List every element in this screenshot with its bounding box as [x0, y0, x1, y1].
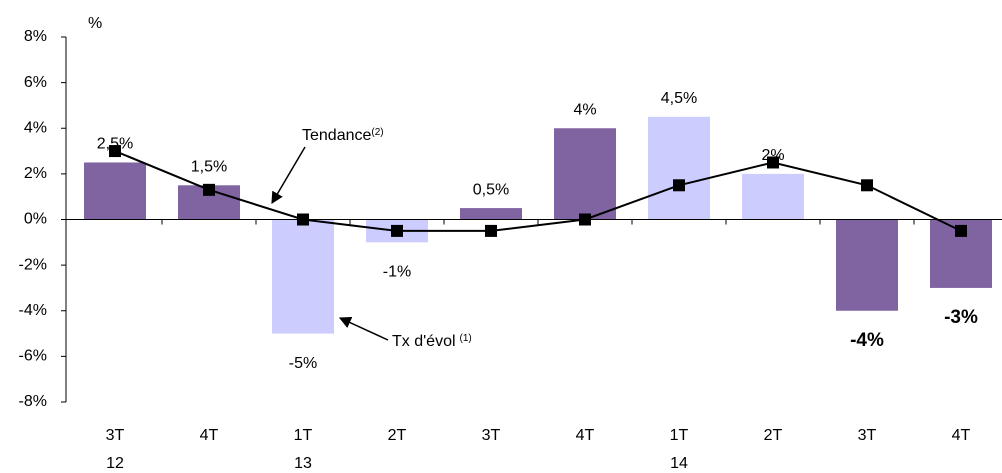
value-label: -3%	[944, 307, 978, 328]
value-label: 2,5%	[97, 136, 133, 153]
trend-marker	[861, 179, 873, 192]
trend-marker	[485, 224, 497, 237]
value-label: -4%	[850, 330, 884, 351]
y-tick-label: -8%	[19, 393, 47, 410]
x-tick-label: 2T	[388, 427, 407, 444]
x-tick-label: 3T	[482, 427, 501, 444]
y-tick-label: -4%	[19, 302, 47, 319]
x-tick-label: 2T	[764, 427, 783, 444]
trend-marker	[673, 179, 685, 192]
annotation: Tendance(2)	[302, 127, 384, 145]
annotation-sup: (1)	[460, 333, 472, 344]
y-tick-label: 6%	[24, 74, 47, 91]
annotation-text: Tx d'évol	[392, 333, 456, 350]
x-tick-label: 3T	[106, 427, 125, 444]
bar	[554, 128, 616, 220]
x-sublabel: 13	[294, 455, 312, 472]
trend-marker	[579, 213, 591, 226]
annotation-arrow	[271, 146, 306, 205]
bar	[648, 116, 710, 220]
trend-marker	[391, 224, 403, 237]
value-label: 0,5%	[473, 181, 509, 198]
value-label: 4%	[573, 101, 596, 118]
value-label: 4,5%	[661, 90, 697, 107]
trend-marker	[203, 183, 215, 196]
bar	[460, 208, 522, 220]
x-sublabel: 12	[106, 455, 124, 472]
x-sublabel: 14	[670, 455, 688, 472]
value-label: -5%	[289, 355, 317, 372]
bar	[84, 162, 146, 220]
trend-marker	[955, 224, 967, 237]
bar	[836, 219, 898, 311]
x-tick-label: 1T	[294, 427, 313, 444]
trend-marker	[109, 145, 121, 158]
value-label: 1,5%	[191, 159, 227, 176]
y-tick-label: -2%	[19, 256, 47, 273]
annotation: Tx d'évol (1)	[392, 333, 472, 351]
y-tick-label: -6%	[19, 348, 47, 365]
y-tick-label: 2%	[24, 165, 47, 182]
value-label: -1%	[383, 264, 411, 281]
y-axis-label: %	[88, 15, 102, 32]
trend-line	[114, 150, 962, 232]
bar	[742, 173, 804, 220]
y-tick-label: 8%	[24, 28, 47, 45]
x-tick-label: 4T	[576, 427, 595, 444]
annotation-text: Tendance	[302, 127, 371, 144]
trend-marker	[767, 156, 779, 169]
x-tick-label: 3T	[858, 427, 877, 444]
annotation-sup: (2)	[371, 127, 383, 138]
x-tick-label: 1T	[670, 427, 689, 444]
trend-marker	[297, 213, 309, 226]
annotation-arrow	[338, 317, 389, 341]
y-tick-label: 0%	[24, 211, 47, 228]
x-tick-label: 4T	[952, 427, 971, 444]
bar	[272, 219, 334, 334]
x-tick-label: 4T	[200, 427, 219, 444]
y-tick-label: 4%	[24, 119, 47, 136]
